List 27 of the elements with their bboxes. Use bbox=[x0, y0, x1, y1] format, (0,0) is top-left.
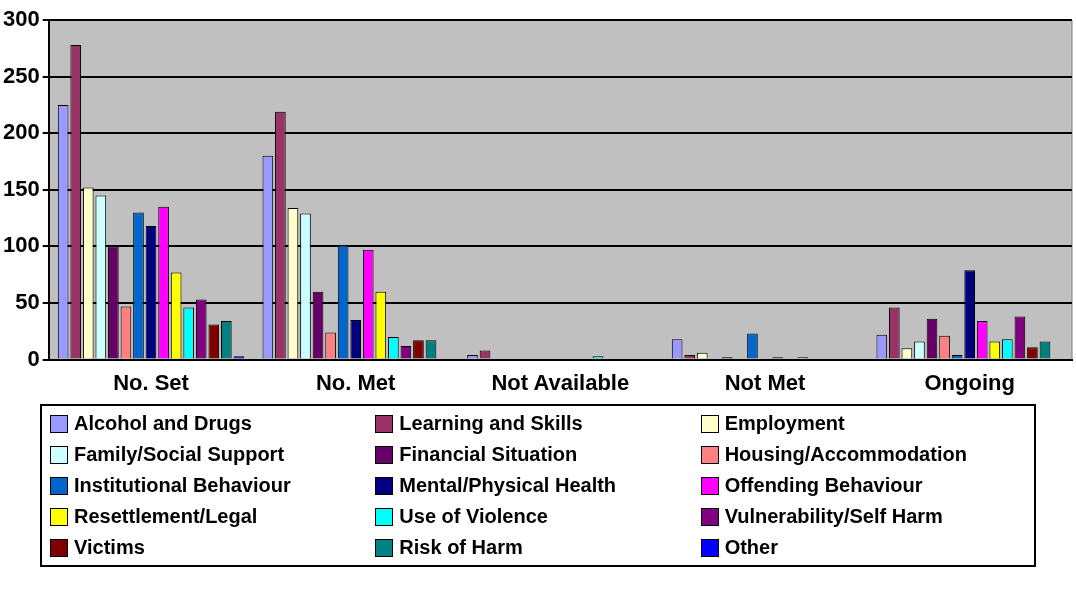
legend-label: Victims bbox=[74, 536, 145, 559]
y-tick-label: 50 bbox=[15, 289, 40, 315]
legend-label: Risk of Harm bbox=[399, 536, 523, 559]
x-tick-label: No. Set bbox=[113, 369, 190, 395]
y-tick-label: 150 bbox=[2, 175, 40, 201]
legend-label: Other bbox=[724, 536, 778, 559]
legend-label: Mental/Physical Health bbox=[399, 474, 617, 497]
legend-label: Resettlement/Legal bbox=[74, 505, 258, 528]
legend-label: Family/Social Support bbox=[74, 443, 285, 466]
x-tick-label: Not Available bbox=[491, 369, 630, 395]
legend-label: Financial Situation bbox=[399, 443, 578, 466]
y-tick-label: 300 bbox=[2, 6, 40, 32]
legend-label: Housing/Accommodation bbox=[724, 443, 967, 466]
x-tick-label: Ongoing bbox=[924, 369, 1015, 395]
legend-label: Alcohol and Drugs bbox=[74, 412, 252, 435]
y-tick-label: 200 bbox=[2, 119, 40, 145]
y-tick-label: 100 bbox=[2, 232, 40, 258]
y-tick-label: 250 bbox=[2, 62, 40, 88]
y-tick-label: 0 bbox=[27, 345, 40, 371]
x-tick-label: Not Met bbox=[724, 369, 807, 395]
x-tick-label: No. Met bbox=[315, 369, 397, 395]
legend-label: Learning and Skills bbox=[399, 412, 583, 435]
legend-label: Offending Behaviour bbox=[724, 474, 923, 497]
legend-label: Vulnerability/Self Harm bbox=[724, 505, 943, 528]
legend-label: Institutional Behaviour bbox=[74, 474, 291, 497]
legend-label: Employment bbox=[724, 412, 845, 435]
legend-label: Use of Violence bbox=[399, 505, 548, 528]
